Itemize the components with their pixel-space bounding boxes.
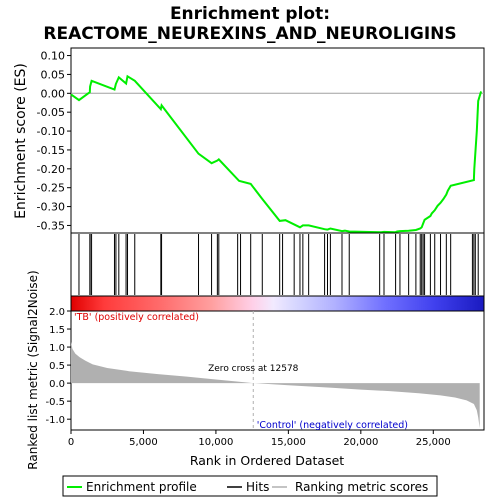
zero-cross-label: Zero cross at 12578 [208,364,299,374]
legend-label-enrichment-profile: Enrichment profile [86,480,197,494]
es-ytick-label: -0.10 [37,125,65,138]
ranked-metric-panel: Zero cross at 12578 'TB' (positively cor… [45,307,485,448]
metric-ytick-label: 1.0 [49,343,65,354]
ranking-gradient-bar [70,295,485,312]
es-y-axis-label: Enrichment score (ES) [13,63,29,219]
positive-correlation-label: 'TB' (positively correlated) [74,312,199,323]
es-ytick-label: 0.10 [41,50,66,63]
xtick-label: 20,000 [343,437,378,448]
es-ytick-label: 0.00 [41,87,66,100]
enrichment-profile-line [70,74,483,234]
hits-panel [70,232,485,297]
xtick-label: 5,000 [129,437,158,448]
es-ytick-label: -0.30 [37,201,65,214]
es-ytick-label: -0.35 [37,219,65,232]
legend: Enrichment profile Hits Ranking metric s… [62,475,438,497]
es-ytick-label: -0.20 [37,163,65,176]
ranking-color-band [70,295,485,312]
metric-ytick-label: -1.0 [45,415,65,426]
es-plot-frame [70,47,485,234]
xtick-label: 15,000 [271,437,306,448]
chart-title-line1: Enrichment plot: [170,4,330,24]
xtick-label: 0 [68,437,74,448]
ranking-metric-area [71,341,480,429]
es-ytick-label: -0.05 [37,106,65,119]
legend-frame [62,475,438,497]
xtick-label: 10,000 [198,437,233,448]
legend-label-ranking-metric: Ranking metric scores [295,480,428,494]
chart-title-line2: REACTOME_NEUREXINS_AND_NEUROLIGINS [43,24,456,44]
hits-plot-frame [70,232,485,297]
enrichment-score-panel: 0.10 0.05 0.00 -0.05 -0.10 -0.15 -0.20 -0.25 -0.… [37,47,485,234]
es-ytick-label: -0.25 [37,182,65,195]
metric-plot-frame [70,310,485,431]
metric-ytick-label: 1.5 [49,325,65,336]
xtick-label: 25,000 [416,437,451,448]
x-axis-label: Rank in Ordered Dataset [190,453,344,468]
metric-ytick-label: -0.5 [45,397,65,408]
metric-ytick-label: 0.5 [49,361,65,372]
metric-y-axis-label: Ranked list metric (Signal2Noise) [26,270,40,469]
negative-correlation-label: 'Control' (negatively correlated) [257,420,408,431]
es-ytick-label: 0.05 [41,68,66,81]
es-ytick-label: -0.15 [37,144,65,157]
legend-label-hits: Hits [246,480,269,494]
metric-ytick-label: 0.0 [49,379,65,390]
metric-ytick-label: 2.0 [49,307,65,318]
